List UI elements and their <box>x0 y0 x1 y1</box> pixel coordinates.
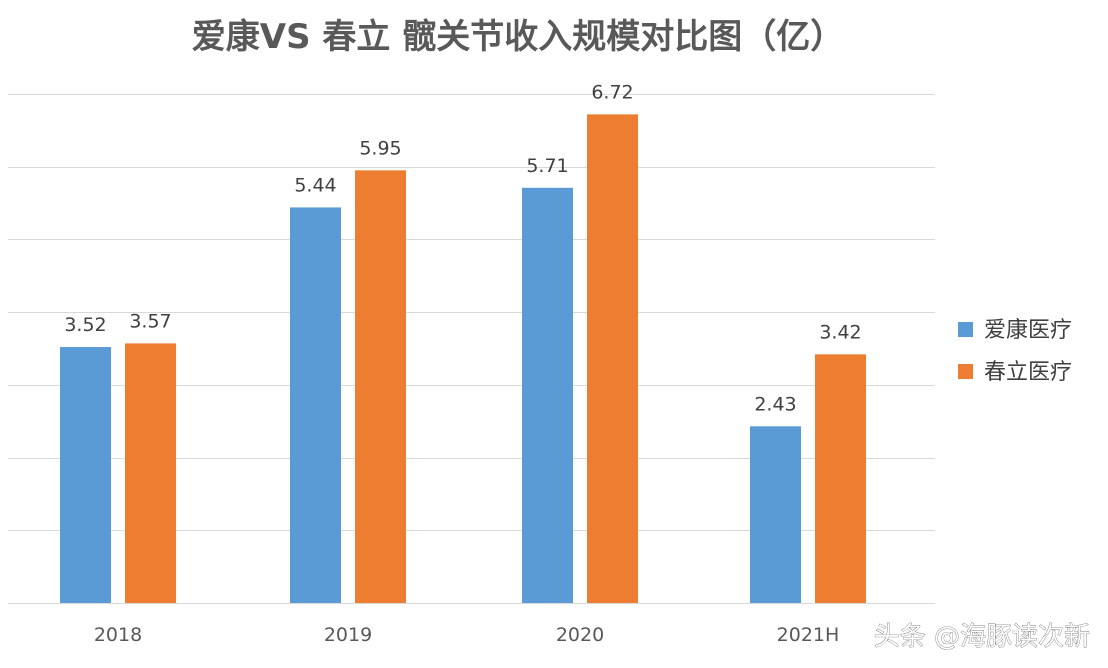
data-label: 3.52 <box>64 314 106 336</box>
data-label: 6.72 <box>591 81 633 103</box>
legend-label: 春立医疗 <box>984 360 1072 385</box>
legend-label: 爱康医疗 <box>984 318 1072 343</box>
watermark: 头条 @海豚读次新 <box>873 622 1090 653</box>
x-axis-tick-labels: 2018 2019 2020 2021H <box>94 624 840 646</box>
data-labels-group: 3.52 5.44 5.71 2.43 3.57 5.95 6.72 3.42 <box>64 81 861 415</box>
x-tick-label: 2021H <box>777 624 840 646</box>
watermark-text: 头条 @海豚读次新 <box>874 622 1090 652</box>
legend-swatch <box>958 364 973 379</box>
data-label: 5.71 <box>526 155 568 177</box>
x-tick-label: 2019 <box>324 624 372 646</box>
bar-春立医疗-2020 <box>587 114 638 604</box>
data-label: 5.95 <box>359 137 401 159</box>
data-label: 2.43 <box>754 393 796 415</box>
bar-爱康医疗-2021H <box>750 426 801 603</box>
legend-swatch <box>958 322 973 337</box>
bar-春立医疗-2021H <box>815 354 866 603</box>
bar-爱康医疗-2019 <box>290 207 341 604</box>
bar-春立医疗-2018 <box>125 343 176 603</box>
bar-爱康医疗-2018 <box>60 347 111 603</box>
data-label: 3.57 <box>129 310 171 332</box>
chart-title: 爱康VS 春立 髋关节收入规模对比图（亿） <box>192 17 844 57</box>
x-tick-label: 2018 <box>94 624 142 646</box>
bar-春立医疗-2019 <box>355 170 406 603</box>
x-tick-label: 2020 <box>556 624 604 646</box>
data-label: 3.42 <box>819 321 861 343</box>
bar-爱康医疗-2020 <box>522 187 573 603</box>
data-label: 5.44 <box>294 174 336 196</box>
bar-series-group <box>60 114 866 604</box>
